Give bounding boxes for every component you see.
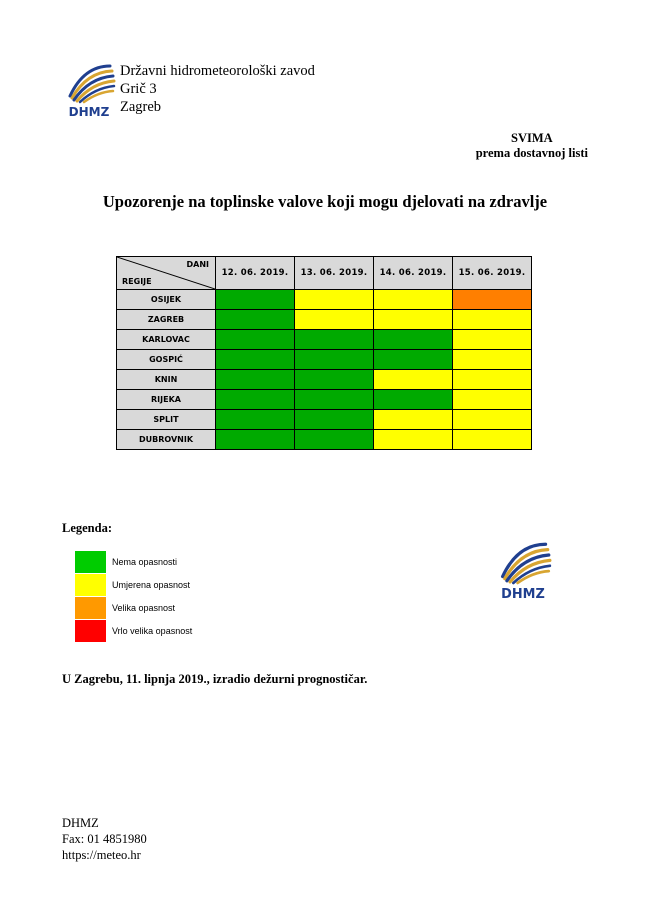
region-label: GOSPIĆ — [116, 349, 216, 370]
legend-item: Vrlo velika opasnost — [75, 619, 192, 642]
warning-cell-green — [373, 329, 453, 350]
legend-label: Nema opasnosti — [112, 556, 178, 567]
legend-item: Velika opasnost — [75, 596, 192, 619]
region-label: KNIN — [116, 369, 216, 390]
org-street: Grič 3 — [120, 81, 157, 97]
warning-cell-green — [215, 289, 295, 310]
region-label: ZAGREB — [116, 309, 216, 330]
legend-swatch — [75, 573, 106, 596]
warning-cell-green — [215, 429, 295, 450]
warning-cell-green — [215, 329, 295, 350]
warning-cell-yellow — [373, 409, 453, 430]
warning-cell-green — [294, 349, 374, 370]
legend-label: Vrlo velika opasnost — [112, 625, 193, 636]
table-row: KNIN — [116, 369, 532, 390]
table-row: OSIJEK — [116, 289, 532, 310]
table-row: SPLIT — [116, 409, 532, 430]
table-row: GOSPIĆ — [116, 349, 532, 370]
document-title: Upozorenje na toplinske valove koji mogu… — [102, 192, 548, 211]
warning-cell-green — [215, 409, 295, 430]
warning-cell-green — [294, 409, 374, 430]
table-corner-cell: DANI REGIJE — [116, 256, 216, 290]
warning-cell-yellow — [373, 369, 453, 390]
warning-cell-green — [215, 389, 295, 410]
legend-swatch — [75, 596, 106, 619]
dhmz-logo-body: DHMZ — [494, 537, 552, 601]
logo-text: DHMZ — [69, 105, 110, 118]
warning-cell-yellow — [294, 289, 374, 310]
logo-text: DHMZ — [501, 587, 545, 601]
warning-cell-green — [215, 369, 295, 390]
recipient-line1: SVIMA — [511, 131, 553, 145]
region-label: SPLIT — [116, 409, 216, 430]
region-label: RIJEKA — [116, 389, 216, 410]
corner-diagonal — [117, 257, 215, 289]
logo-swirl — [68, 64, 116, 104]
warning-cell-orange — [452, 289, 532, 310]
warning-cell-yellow — [373, 309, 453, 330]
date-header: 15. 06. 2019. — [452, 256, 532, 290]
table-header-row: DANI REGIJE 12. 06. 2019. 13. 06. 2019. … — [116, 256, 532, 290]
warning-cell-yellow — [452, 329, 532, 350]
table-row: DUBROVNIK — [116, 429, 532, 450]
contact-fax: Fax: 01 4851980 — [62, 832, 147, 846]
warning-cell-yellow — [452, 429, 532, 450]
table-row: RIJEKA — [116, 389, 532, 410]
date-header: 14. 06. 2019. — [373, 256, 453, 290]
region-label: KARLOVAC — [116, 329, 216, 350]
recipient-block: SVIMA prema dostavnoj listi — [476, 131, 588, 161]
warning-cell-yellow — [452, 409, 532, 430]
warning-cell-green — [294, 369, 374, 390]
corner-regions-label: REGIJE — [122, 277, 152, 286]
warning-cell-yellow — [452, 349, 532, 370]
dhmz-logo-header: DHMZ — [62, 60, 116, 118]
corner-days-label: DANI — [186, 260, 209, 269]
legend-label: Umjerena opasnost — [112, 579, 191, 590]
date-header: 13. 06. 2019. — [294, 256, 374, 290]
issued-note: U Zagrebu, 11. lipnja 2019., izradio dež… — [62, 672, 368, 686]
warning-cell-yellow — [452, 389, 532, 410]
warning-cell-green — [294, 429, 374, 450]
contact-block: DHMZ Fax: 01 4851980 https://meteo.hr — [62, 815, 147, 863]
warning-table: DANI REGIJE 12. 06. 2019. 13. 06. 2019. … — [116, 256, 532, 450]
legend-item: Umjerena opasnost — [75, 573, 192, 596]
warning-cell-green — [294, 389, 374, 410]
region-label: OSIJEK — [116, 289, 216, 310]
legend: Nema opasnosti Umjerena opasnost Velika op… — [75, 550, 192, 642]
table-row: KARLOVAC — [116, 329, 532, 350]
legend-swatch — [75, 619, 106, 642]
sender-address: Državni hidrometeorološki zavod Grič 3 Z… — [120, 62, 315, 116]
legend-item: Nema opasnosti — [75, 550, 192, 573]
warning-cell-yellow — [294, 309, 374, 330]
warning-cell-green — [215, 309, 295, 330]
legend-label: Velika opasnost — [112, 602, 176, 613]
legend-swatch — [75, 550, 106, 573]
warning-cell-yellow — [373, 289, 453, 310]
logo-swirl — [500, 542, 552, 585]
table-row: ZAGREB — [116, 309, 532, 330]
legend-title: Legenda: — [62, 521, 112, 535]
contact-web: https://meteo.hr — [62, 848, 141, 862]
contact-name: DHMZ — [62, 816, 99, 830]
warning-cell-yellow — [373, 429, 453, 450]
warning-cell-yellow — [452, 309, 532, 330]
warning-cell-green — [215, 349, 295, 370]
region-label: DUBROVNIK — [116, 429, 216, 450]
org-name: Državni hidrometeorološki zavod — [120, 63, 315, 79]
recipient-line2: prema dostavnoj listi — [475, 146, 588, 160]
warning-cell-green — [294, 329, 374, 350]
org-city: Zagreb — [120, 99, 162, 115]
warning-cell-green — [373, 349, 453, 370]
warning-cell-green — [373, 389, 453, 410]
date-header: 12. 06. 2019. — [215, 256, 295, 290]
warning-cell-yellow — [452, 369, 532, 390]
